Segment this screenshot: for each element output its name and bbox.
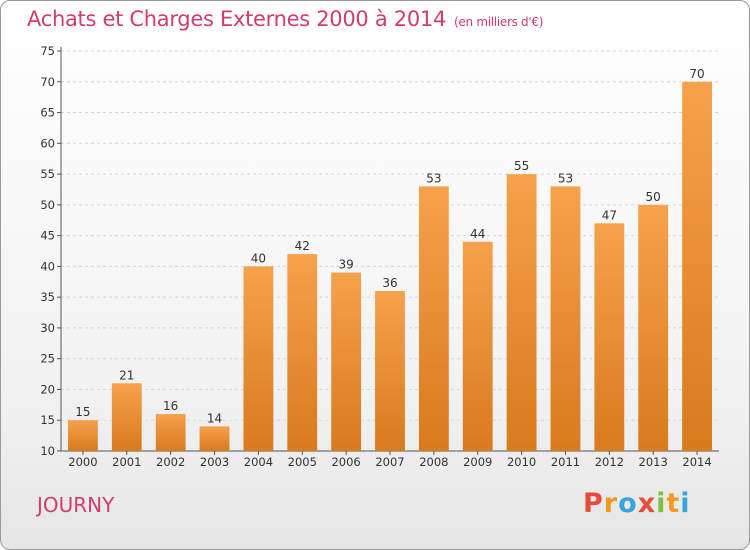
x-tick-label: 2011 <box>551 455 580 469</box>
bar <box>199 426 230 451</box>
data-label: 21 <box>119 368 134 382</box>
x-tick-label: 2007 <box>375 455 404 469</box>
bar <box>638 204 669 451</box>
y-tick-label: 60 <box>40 136 55 150</box>
y-tick-label: 55 <box>40 167 55 181</box>
x-tick-label: 2001 <box>112 455 141 469</box>
data-label: 44 <box>470 227 485 241</box>
x-tick-label: 2014 <box>682 455 711 469</box>
x-tick-label: 2005 <box>288 455 317 469</box>
y-tick-label: 20 <box>40 382 55 396</box>
chart-title-text: Achats et Charges Externes 2000 à 2014 <box>27 7 447 31</box>
y-tick-label: 10 <box>40 444 55 458</box>
bar <box>331 272 362 451</box>
bar <box>375 291 405 451</box>
x-tick-label: 2006 <box>331 455 360 469</box>
logo-letter: r <box>603 488 619 519</box>
y-tick-label: 25 <box>40 352 55 366</box>
x-tick-label: 2010 <box>507 455 536 469</box>
bar <box>68 420 98 451</box>
x-tick-label: 2012 <box>595 455 624 469</box>
data-label: 39 <box>338 258 353 272</box>
chart-title: Achats et Charges Externes 2000 à 2014 (e… <box>27 7 543 31</box>
bar <box>506 174 537 452</box>
y-tick-label: 40 <box>40 259 55 273</box>
bar <box>682 81 712 452</box>
data-label: 15 <box>75 405 90 419</box>
data-label: 42 <box>295 239 310 253</box>
logo-letter: x <box>637 488 657 519</box>
data-label: 70 <box>689 67 704 81</box>
y-tick-label: 50 <box>40 198 55 212</box>
data-label: 36 <box>382 276 397 290</box>
bar <box>287 254 318 451</box>
bar <box>418 186 449 451</box>
logo-letter: t <box>666 488 681 519</box>
bar <box>155 414 186 451</box>
x-tick-label: 2009 <box>463 455 492 469</box>
x-tick-label: 2008 <box>419 455 448 469</box>
logo-letter: P <box>583 488 604 519</box>
bar <box>594 223 625 451</box>
data-label: 14 <box>207 411 222 425</box>
data-label: 50 <box>646 190 661 204</box>
data-label: 47 <box>602 208 617 222</box>
data-label: 55 <box>514 159 529 173</box>
x-tick-label: 2003 <box>200 455 229 469</box>
data-label: 53 <box>558 171 573 185</box>
data-label: 16 <box>163 399 178 413</box>
bar <box>243 266 274 451</box>
x-tick-label: 2013 <box>639 455 668 469</box>
y-tick-label: 15 <box>40 413 55 427</box>
x-tick-label: 2002 <box>156 455 185 469</box>
bar <box>550 186 581 451</box>
proxiti-logo: Proxiti <box>583 488 691 519</box>
y-tick-label: 70 <box>40 75 55 89</box>
commune-name: JOURNY <box>37 493 115 517</box>
data-label: 40 <box>251 251 266 265</box>
y-tick-label: 65 <box>40 106 55 120</box>
logo-letter: o <box>618 488 638 519</box>
logo-letter: i <box>656 488 667 519</box>
x-tick-label: 2000 <box>68 455 97 469</box>
y-tick-label: 45 <box>40 229 55 243</box>
data-label: 53 <box>426 171 441 185</box>
bar <box>462 241 493 451</box>
y-tick-label: 35 <box>40 290 55 304</box>
y-tick-label: 30 <box>40 321 55 335</box>
logo-letter: i <box>680 488 691 519</box>
x-tick-label: 2004 <box>244 455 273 469</box>
chart-unit: (en milliers d'€) <box>454 15 544 29</box>
y-tick-label: 75 <box>40 44 55 58</box>
bar <box>111 383 142 451</box>
